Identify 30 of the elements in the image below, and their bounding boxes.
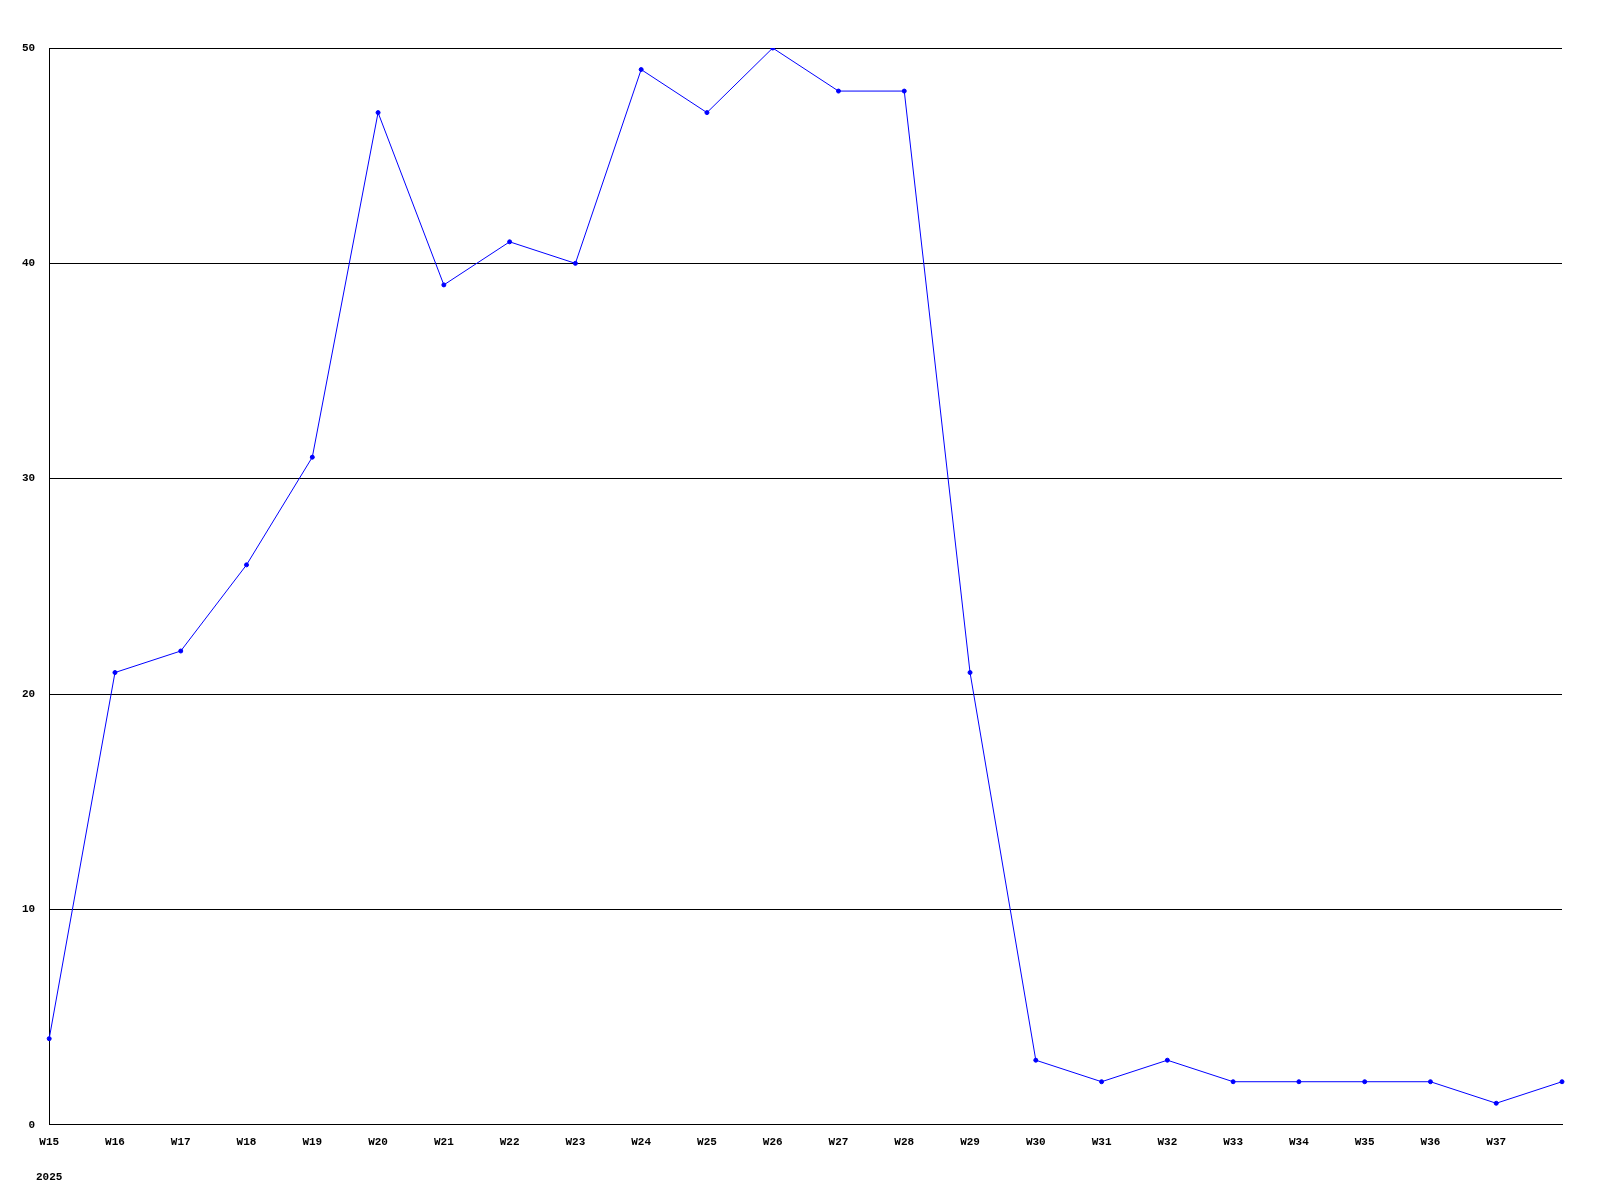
x-tick-label: W34	[1289, 1136, 1310, 1149]
x-tick-label: W32	[1157, 1136, 1178, 1149]
x-tick-label: W25	[697, 1136, 718, 1149]
y-tick-label: 30	[22, 472, 36, 485]
x-tick-label: W23	[565, 1136, 586, 1149]
x-tick-label: W20	[368, 1136, 388, 1149]
y-tick-label: 10	[22, 903, 36, 916]
y-tick-label: 50	[22, 41, 36, 54]
text: 2025	[36, 1171, 63, 1184]
x-tick-label: W16	[105, 1136, 125, 1149]
x-tick-label: W30	[1025, 1136, 1046, 1149]
x-tick-label: W19	[302, 1136, 323, 1149]
x-tick-label: W17	[170, 1136, 191, 1149]
x-tick-label: W33	[1223, 1136, 1244, 1149]
x-tick-label: W15	[39, 1136, 60, 1149]
x-tick-label: W22	[499, 1136, 520, 1149]
x-tick-label: W37	[1486, 1136, 1507, 1149]
x-tick-label: W18	[236, 1136, 257, 1149]
x-tick-label: W28	[894, 1136, 915, 1149]
x-tick-label: W29	[960, 1136, 980, 1149]
y-tick-label: 20	[22, 687, 36, 700]
x-tick-label: W31	[1091, 1136, 1112, 1149]
x-tick-label: W21	[433, 1136, 455, 1149]
x-tick-label: W26	[762, 1136, 783, 1149]
y-tick-label: 40	[22, 257, 36, 270]
x-tick-label: W27	[828, 1136, 849, 1149]
x-tick-label: W24	[631, 1136, 652, 1149]
x-tick-label: W36	[1420, 1136, 1441, 1149]
x-tick-label: W35	[1354, 1136, 1375, 1149]
y-tick-label: 0	[28, 1118, 36, 1131]
